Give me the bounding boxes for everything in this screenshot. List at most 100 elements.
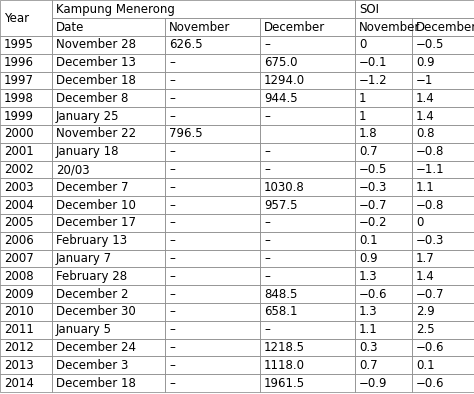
- Bar: [52, 303, 165, 321]
- Bar: [412, 250, 474, 268]
- Text: 0.8: 0.8: [416, 127, 435, 140]
- Bar: [260, 178, 355, 196]
- Bar: [260, 250, 355, 268]
- Bar: [52, 374, 165, 392]
- Bar: [52, 285, 165, 303]
- Text: 2002: 2002: [4, 163, 34, 176]
- Bar: [260, 18, 355, 36]
- Text: December 3: December 3: [56, 359, 128, 372]
- Bar: [52, 161, 165, 178]
- Text: 1998: 1998: [4, 92, 34, 105]
- Text: –: –: [169, 74, 175, 87]
- Bar: [412, 321, 474, 338]
- Text: 0.9: 0.9: [359, 252, 378, 265]
- Text: –: –: [169, 163, 175, 176]
- Text: −0.8: −0.8: [416, 145, 444, 158]
- Bar: [412, 214, 474, 232]
- Text: 0.1: 0.1: [359, 234, 378, 247]
- Text: Year: Year: [4, 11, 29, 24]
- Bar: [165, 107, 260, 125]
- Text: –: –: [169, 377, 175, 390]
- Text: –: –: [169, 92, 175, 105]
- Text: –: –: [169, 199, 175, 212]
- Bar: [0, 125, 52, 143]
- Bar: [165, 357, 260, 374]
- Text: −0.3: −0.3: [359, 181, 387, 194]
- Text: December 18: December 18: [56, 74, 136, 87]
- Text: –: –: [169, 288, 175, 301]
- Bar: [0, 54, 52, 72]
- Text: 2004: 2004: [4, 199, 34, 212]
- Bar: [412, 285, 474, 303]
- Bar: [165, 161, 260, 178]
- Bar: [355, 321, 412, 338]
- Text: –: –: [169, 270, 175, 283]
- Text: December 13: December 13: [56, 56, 136, 69]
- Bar: [355, 285, 412, 303]
- Bar: [52, 72, 165, 89]
- Bar: [52, 178, 165, 196]
- Text: −0.6: −0.6: [359, 288, 388, 301]
- Text: −0.5: −0.5: [416, 38, 444, 51]
- Text: 0: 0: [416, 216, 423, 229]
- Bar: [355, 303, 412, 321]
- Text: –: –: [169, 110, 175, 123]
- Text: 1995: 1995: [4, 38, 34, 51]
- Text: 2013: 2013: [4, 359, 34, 372]
- Text: –: –: [264, 145, 270, 158]
- Bar: [52, 250, 165, 268]
- Text: December 24: December 24: [56, 341, 136, 354]
- Bar: [165, 18, 260, 36]
- Text: 2009: 2009: [4, 288, 34, 301]
- Text: –: –: [264, 38, 270, 51]
- Text: –: –: [264, 163, 270, 176]
- Bar: [260, 285, 355, 303]
- Text: December: December: [264, 20, 325, 33]
- Text: November 22: November 22: [56, 127, 136, 140]
- Bar: [260, 89, 355, 107]
- Bar: [412, 357, 474, 374]
- Text: −0.9: −0.9: [359, 377, 388, 390]
- Bar: [52, 357, 165, 374]
- Bar: [355, 0, 474, 18]
- Bar: [260, 374, 355, 392]
- Bar: [165, 143, 260, 161]
- Text: –: –: [169, 56, 175, 69]
- Bar: [0, 338, 52, 357]
- Text: −0.3: −0.3: [416, 234, 444, 247]
- Bar: [52, 268, 165, 285]
- Bar: [412, 232, 474, 250]
- Bar: [260, 338, 355, 357]
- Bar: [52, 107, 165, 125]
- Bar: [165, 178, 260, 196]
- Text: –: –: [169, 145, 175, 158]
- Text: –: –: [169, 305, 175, 318]
- Text: 20/03: 20/03: [56, 163, 90, 176]
- Text: –: –: [169, 216, 175, 229]
- Text: Kampung Menerong: Kampung Menerong: [56, 2, 175, 15]
- Text: December 2: December 2: [56, 288, 128, 301]
- Text: November 28: November 28: [56, 38, 136, 51]
- Bar: [52, 232, 165, 250]
- Text: −1: −1: [416, 74, 433, 87]
- Bar: [355, 107, 412, 125]
- Bar: [52, 321, 165, 338]
- Text: 1.4: 1.4: [416, 270, 435, 283]
- Text: −0.2: −0.2: [359, 216, 388, 229]
- Bar: [260, 161, 355, 178]
- Bar: [260, 36, 355, 54]
- Bar: [260, 232, 355, 250]
- Text: 1: 1: [359, 92, 366, 105]
- Bar: [0, 161, 52, 178]
- Text: 957.5: 957.5: [264, 199, 298, 212]
- Text: –: –: [169, 323, 175, 336]
- Text: February 13: February 13: [56, 234, 127, 247]
- Text: 848.5: 848.5: [264, 288, 297, 301]
- Text: January 25: January 25: [56, 110, 119, 123]
- Bar: [165, 374, 260, 392]
- Text: 2.9: 2.9: [416, 305, 435, 318]
- Bar: [260, 125, 355, 143]
- Bar: [165, 196, 260, 214]
- Bar: [355, 250, 412, 268]
- Bar: [355, 196, 412, 214]
